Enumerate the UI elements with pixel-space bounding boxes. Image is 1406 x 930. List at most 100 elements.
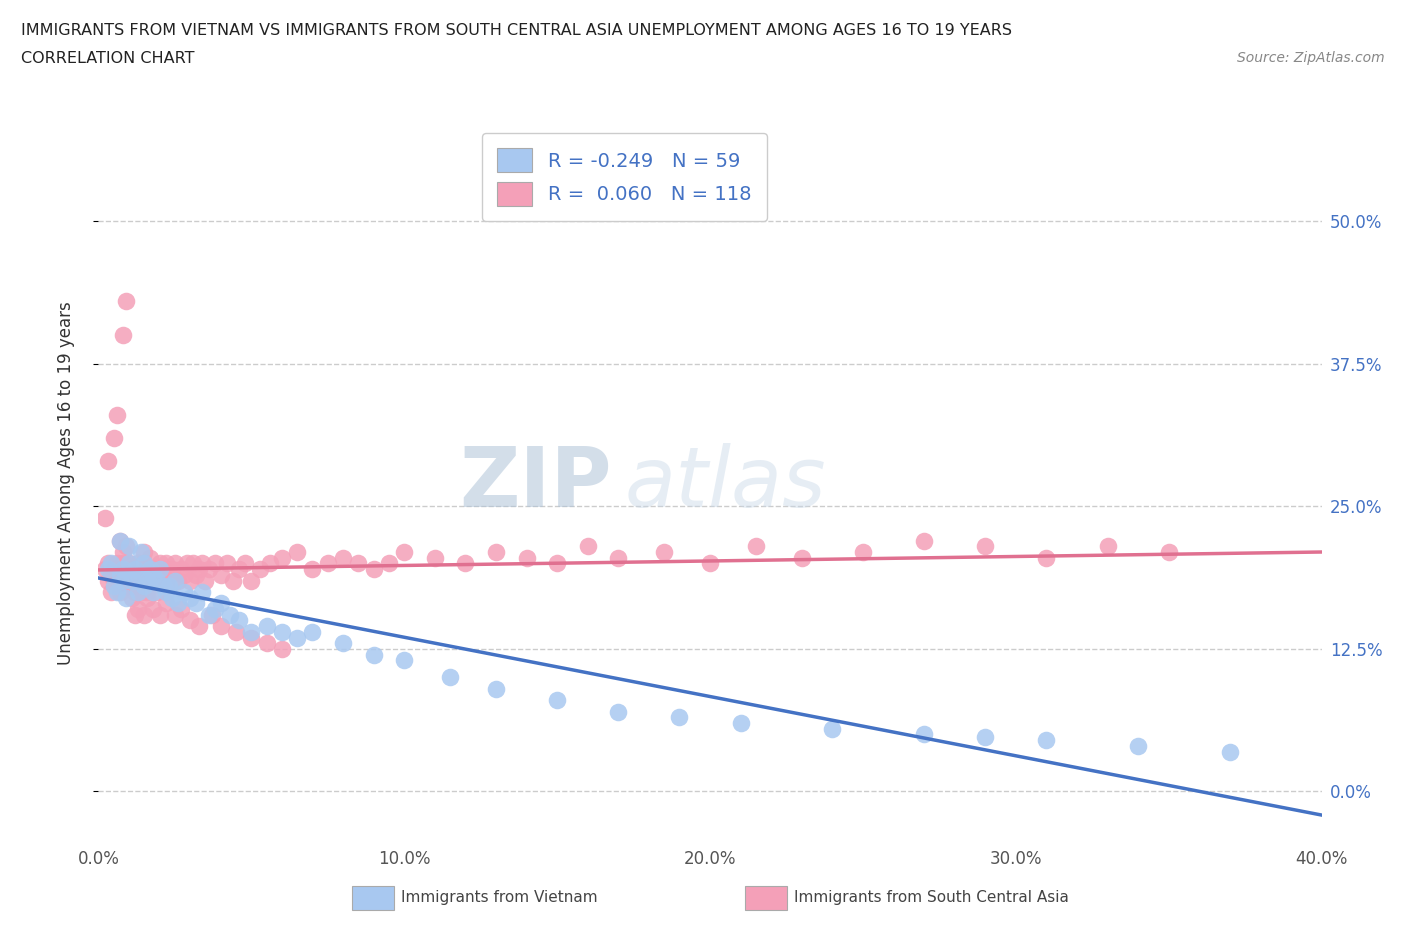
Point: [142, 602, 165, 617]
Point: [118, 556, 141, 571]
Point: [191, 584, 214, 599]
Point: [93, 562, 115, 577]
Point: [332, 636, 354, 651]
Point: [97, 453, 120, 468]
Point: [194, 573, 217, 588]
Point: [270, 642, 292, 657]
Point: [93, 511, 115, 525]
Point: [121, 573, 143, 588]
Point: [163, 573, 186, 588]
Point: [111, 573, 134, 588]
Point: [186, 596, 208, 611]
Point: [332, 551, 354, 565]
Point: [392, 545, 416, 560]
Point: [160, 591, 183, 605]
Point: [134, 556, 156, 571]
Point: [852, 545, 875, 560]
Point: [134, 578, 156, 593]
Point: [103, 578, 125, 593]
Point: [392, 653, 416, 668]
Point: [219, 607, 242, 622]
Point: [142, 567, 165, 582]
Point: [423, 551, 446, 565]
Point: [439, 670, 461, 684]
Text: atlas: atlas: [624, 443, 827, 525]
Point: [155, 578, 177, 593]
Point: [316, 556, 339, 571]
Point: [127, 584, 149, 599]
Point: [301, 624, 323, 639]
Point: [188, 618, 211, 633]
Point: [1035, 551, 1057, 565]
Point: [97, 556, 120, 571]
Point: [259, 556, 281, 571]
Text: Source: ZipAtlas.com: Source: ZipAtlas.com: [1237, 51, 1385, 65]
Point: [149, 607, 172, 622]
Point: [821, 722, 844, 737]
Point: [186, 567, 208, 582]
Point: [1219, 744, 1241, 759]
Point: [111, 562, 134, 577]
Point: [136, 584, 159, 599]
Point: [790, 551, 813, 565]
Point: [285, 545, 308, 560]
Point: [105, 578, 128, 593]
Point: [121, 591, 143, 605]
Point: [228, 613, 250, 628]
Point: [179, 591, 201, 605]
Point: [121, 573, 143, 588]
Point: [134, 545, 156, 560]
Point: [127, 556, 149, 571]
Point: [124, 584, 146, 599]
Point: [209, 596, 232, 611]
Point: [100, 567, 122, 582]
Point: [181, 556, 204, 571]
Point: [155, 596, 177, 611]
Point: [516, 551, 538, 565]
Point: [745, 538, 768, 553]
Point: [173, 567, 195, 582]
Point: [912, 727, 935, 742]
Point: [163, 556, 186, 571]
Text: CORRELATION CHART: CORRELATION CHART: [21, 51, 194, 66]
Text: Immigrants from Vietnam: Immigrants from Vietnam: [401, 890, 598, 906]
Point: [115, 591, 138, 605]
Point: [204, 602, 226, 617]
Point: [155, 556, 177, 571]
Point: [129, 545, 152, 560]
Point: [912, 533, 935, 548]
Point: [124, 607, 146, 622]
Point: [256, 636, 278, 651]
Point: [97, 562, 120, 577]
Point: [142, 562, 165, 577]
Point: [118, 538, 141, 553]
Point: [363, 647, 385, 662]
Point: [105, 584, 128, 599]
Point: [200, 607, 222, 622]
Point: [240, 624, 263, 639]
Point: [270, 551, 292, 565]
Point: [134, 607, 156, 622]
Point: [136, 573, 159, 588]
Point: [136, 562, 159, 577]
Point: [204, 556, 226, 571]
Point: [118, 578, 141, 593]
Point: [127, 567, 149, 582]
Point: [152, 578, 174, 593]
Point: [111, 573, 134, 588]
Point: [191, 556, 214, 571]
Point: [111, 545, 134, 560]
Point: [485, 682, 508, 697]
Point: [546, 693, 568, 708]
Point: [152, 562, 174, 577]
Point: [485, 545, 508, 560]
Point: [100, 556, 122, 571]
Point: [121, 562, 143, 577]
Y-axis label: Unemployment Among Ages 16 to 19 years: Unemployment Among Ages 16 to 19 years: [56, 301, 75, 666]
Point: [378, 556, 401, 571]
Point: [145, 584, 167, 599]
Point: [134, 573, 156, 588]
Point: [118, 562, 141, 577]
Point: [228, 562, 250, 577]
Point: [240, 630, 263, 644]
